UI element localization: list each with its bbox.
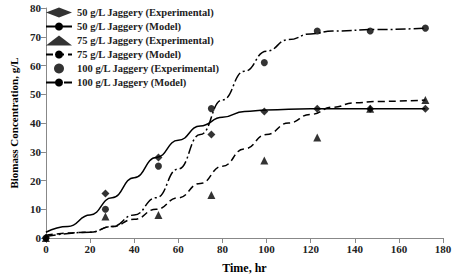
svg-text:100 g/L Jaggery (Model): 100 g/L Jaggery (Model) <box>77 77 187 89</box>
svg-text:80: 80 <box>30 2 42 14</box>
svg-text:40: 40 <box>129 243 141 255</box>
svg-text:180: 180 <box>435 243 452 255</box>
svg-text:20: 20 <box>85 243 97 255</box>
svg-text:50: 50 <box>30 88 42 100</box>
svg-text:40: 40 <box>30 117 42 129</box>
svg-text:60: 60 <box>30 60 42 72</box>
svg-text:100: 100 <box>258 243 275 255</box>
svg-text:50 g/L Jaggery (Model): 50 g/L Jaggery (Model) <box>77 21 182 33</box>
svg-text:50 g/L Jaggery (Experimental): 50 g/L Jaggery (Experimental) <box>77 7 214 19</box>
svg-text:160: 160 <box>391 243 408 255</box>
svg-text:75 g/L Jaggery (Model): 75 g/L Jaggery (Model) <box>77 49 182 61</box>
svg-text:120: 120 <box>302 243 319 255</box>
svg-text:140: 140 <box>347 243 364 255</box>
svg-text:60: 60 <box>173 243 185 255</box>
svg-text:70: 70 <box>30 31 42 43</box>
svg-text:75 g/L Jaggery (Experimental): 75 g/L Jaggery (Experimental) <box>77 35 214 47</box>
svg-text:100 g/L Jaggery (Experimental): 100 g/L Jaggery (Experimental) <box>77 63 220 75</box>
svg-text:Biomass Concentration, g/L: Biomass Concentration, g/L <box>8 57 20 188</box>
svg-text:0: 0 <box>35 232 41 244</box>
svg-text:0: 0 <box>43 243 49 255</box>
svg-text:20: 20 <box>30 175 42 187</box>
svg-text:80: 80 <box>217 243 229 255</box>
svg-text:30: 30 <box>30 146 42 158</box>
svg-text:Time, hr: Time, hr <box>222 261 267 275</box>
svg-text:10: 10 <box>30 203 42 215</box>
